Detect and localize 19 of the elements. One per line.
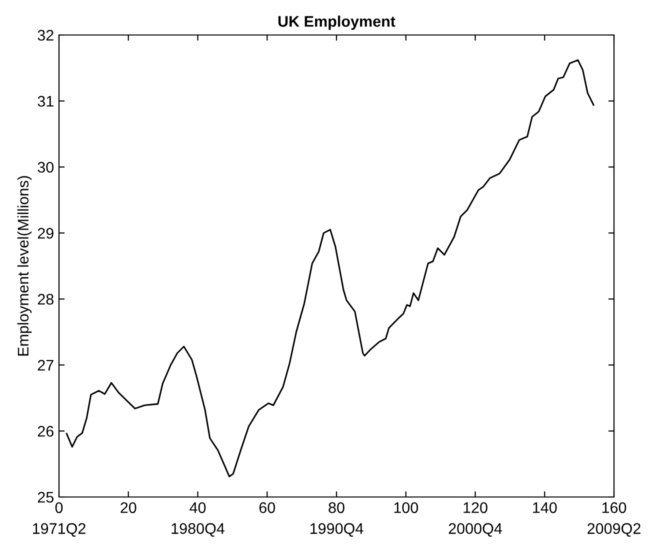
y-tick-label: 25 — [38, 492, 54, 503]
chart-title: UK Employment — [278, 16, 396, 30]
y-tick-label: 30 — [38, 162, 54, 173]
x-tick-label: 80 1990Q4 — [310, 502, 364, 537]
y-axis-title: Employment level(Millions) — [17, 176, 32, 356]
y-tick-label: 28 — [38, 294, 54, 305]
y-tick-label: 32 — [38, 30, 54, 41]
x-tick-label: 120 2000Q4 — [448, 502, 502, 537]
y-tick-label: 29 — [38, 228, 54, 239]
y-tick-label: 26 — [38, 426, 54, 437]
x-tick-label: 160 2009Q2 — [588, 502, 640, 537]
x-tick-label: 140 — [533, 502, 557, 514]
x-tick-label: 60 — [259, 502, 276, 514]
x-tick-label: 100 — [394, 502, 418, 514]
x-tick-label: 40 1980Q4 — [172, 502, 224, 537]
y-tick-label: 31 — [38, 96, 54, 107]
y-tick-label: 27 — [38, 360, 54, 371]
x-tick-label: 20 — [120, 502, 136, 514]
x-tick-label: 0 1971Q2 — [32, 502, 86, 537]
